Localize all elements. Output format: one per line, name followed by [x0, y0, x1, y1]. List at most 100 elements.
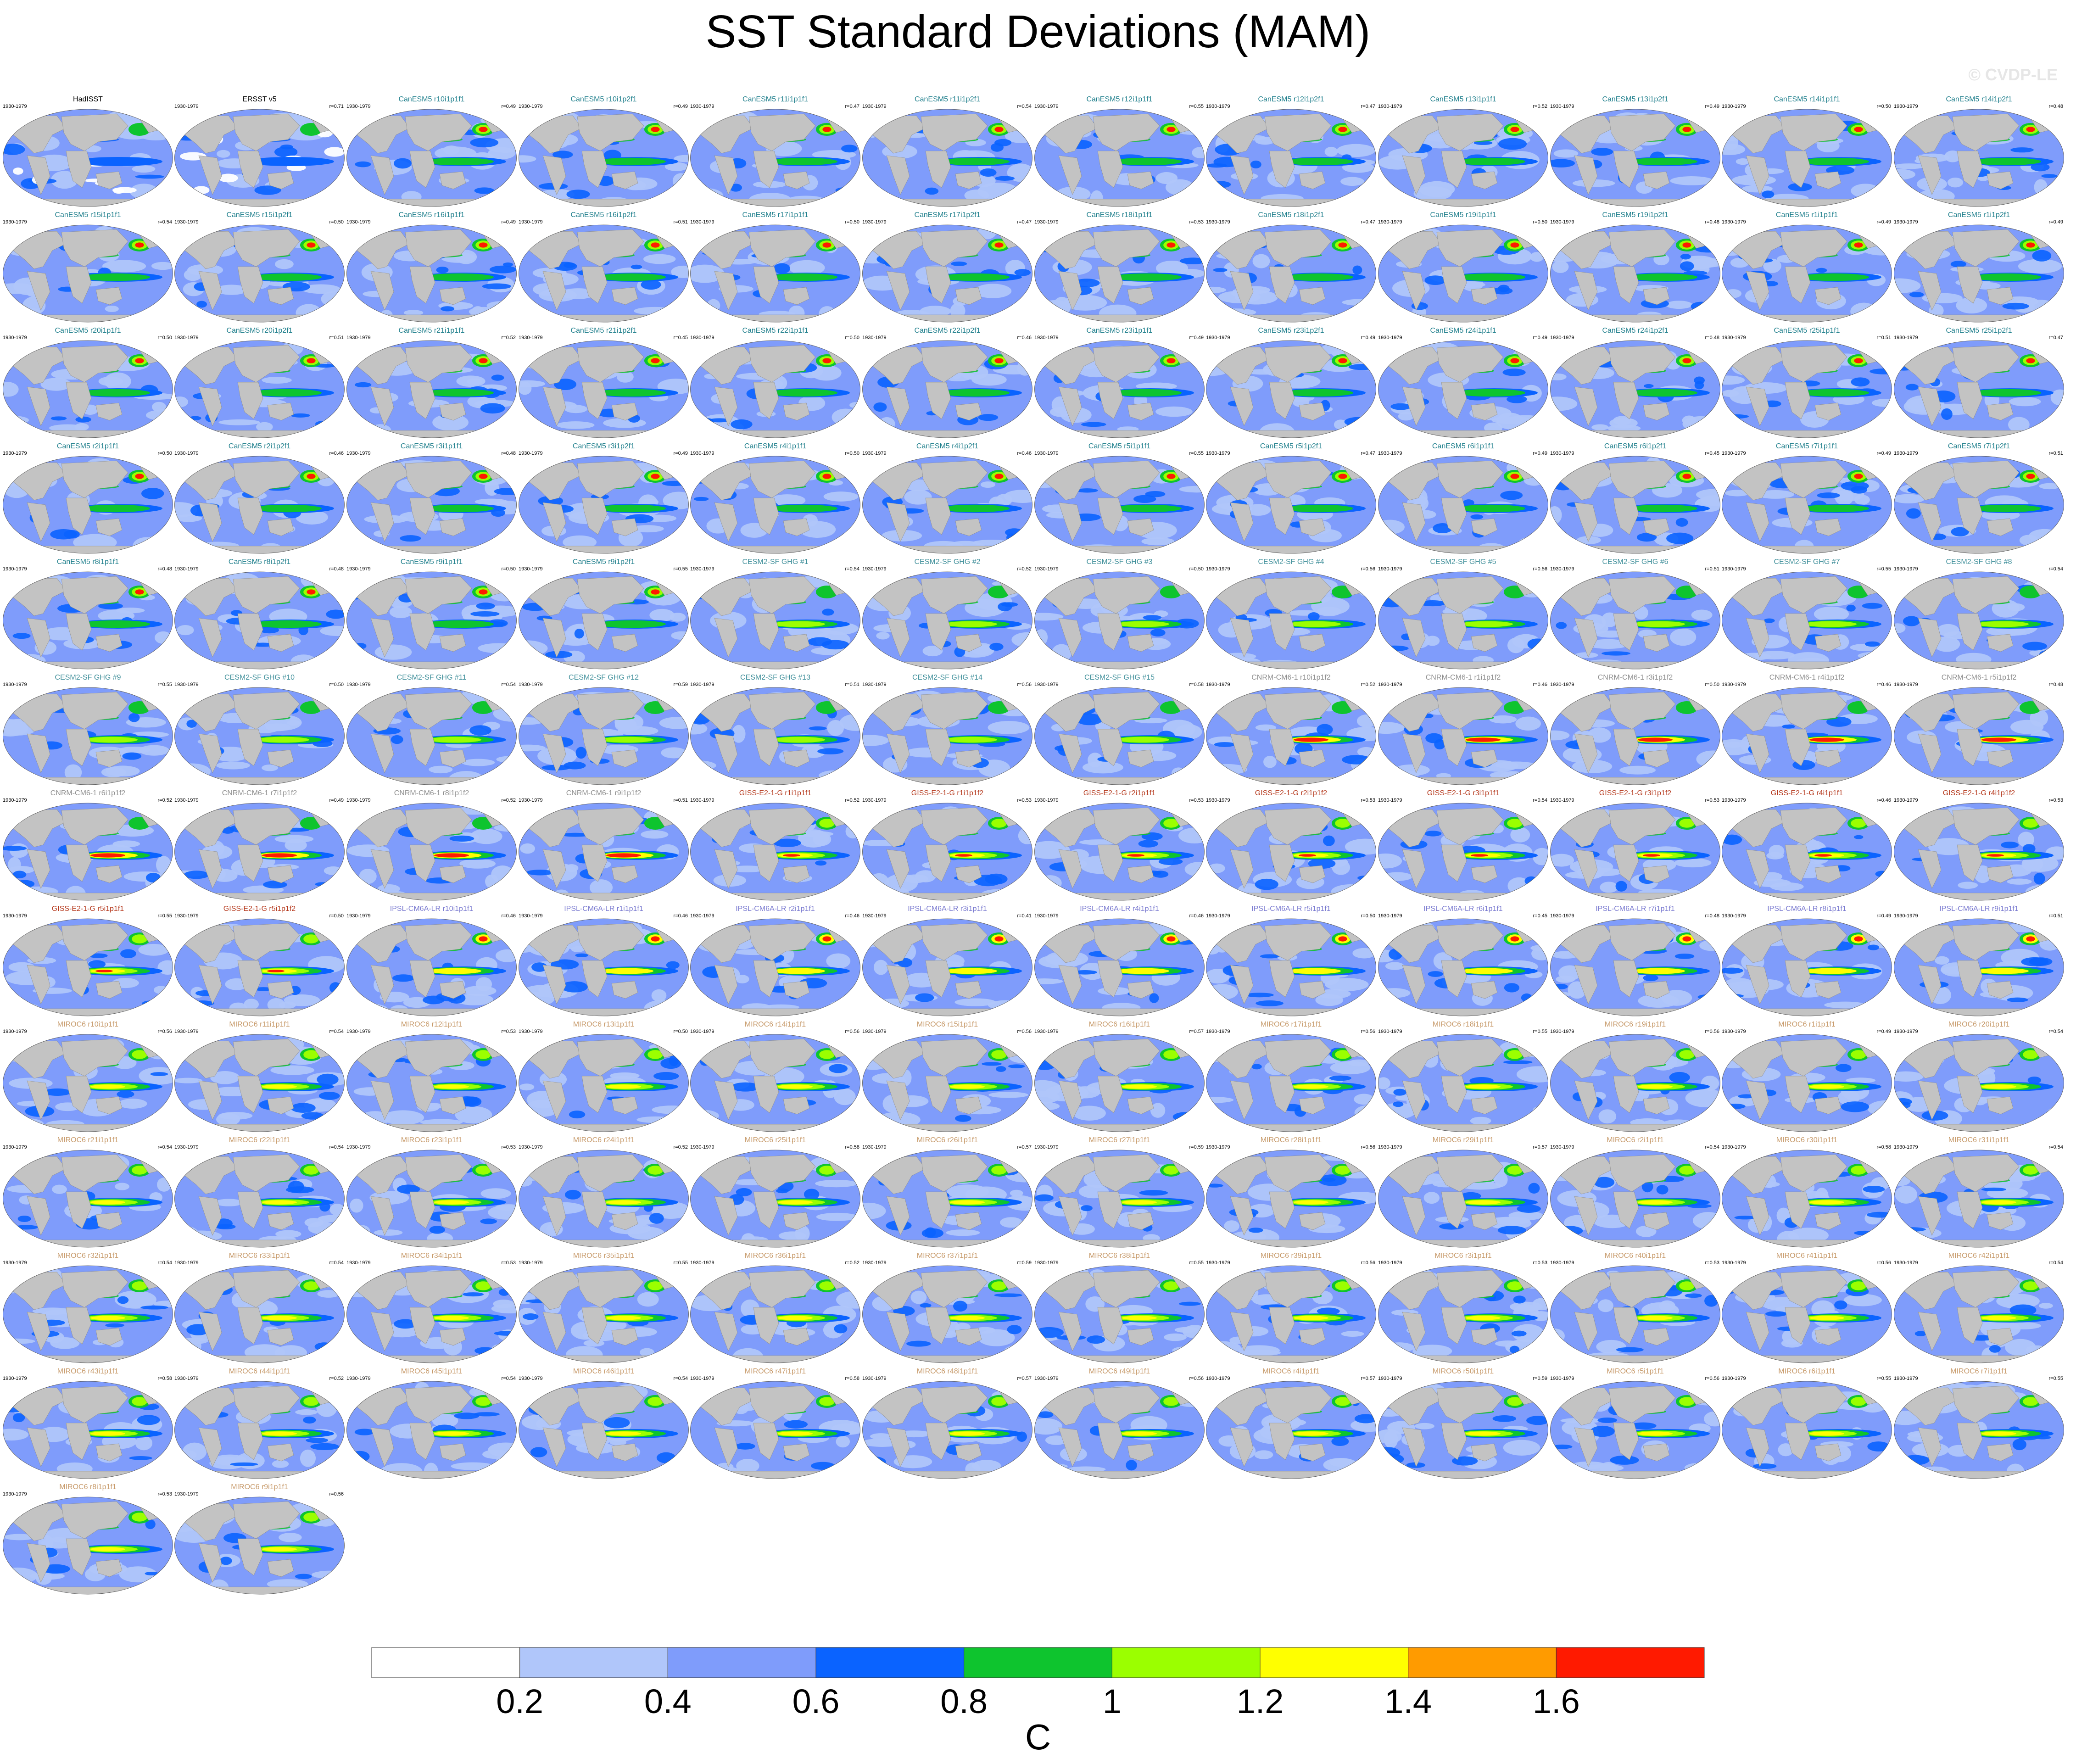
panel-title: CESM2-SF GHG #12: [569, 674, 639, 681]
panel-title: CanESM5 r2i1p1f1: [56, 442, 119, 450]
panel-correlation: r=0.49: [1876, 451, 1892, 456]
sst-map: [1722, 571, 1892, 670]
panel-period: 1930-1979: [690, 798, 714, 803]
map-panel: CESM2-SF GHG #2 1930-1979 r=0.52: [861, 558, 1033, 672]
sst-map: [174, 1381, 345, 1479]
panel-title: MIROC6 r13i1p1f1: [573, 1021, 635, 1028]
map-panel: CanESM5 r19i1p1f1 1930-1979 r=0.50: [1377, 211, 1549, 325]
map-panel: CNRM-CM6-1 r4i1p1f2 1930-1979 r=0.46: [1721, 674, 1893, 787]
sst-map: [862, 456, 1032, 554]
map-panel: CNRM-CM6-1 r5i1p1f2 1930-1979 r=0.48: [1893, 674, 2065, 787]
panel-correlation: r=0.58: [157, 1376, 173, 1381]
sst-map: [3, 340, 173, 438]
map-panel: CanESM5 r19i1p2f1 1930-1979 r=0.48: [1549, 211, 1721, 325]
panel-correlation: r=0.50: [845, 219, 860, 225]
panel-title: MIROC6 r43i1p1f1: [57, 1368, 119, 1375]
panel-period: 1930-1979: [1034, 1376, 1059, 1381]
panel-period: 1930-1979: [1722, 1376, 1746, 1381]
sst-map: [174, 224, 345, 323]
panel-period: 1930-1979: [174, 335, 199, 341]
sst-map: [1722, 803, 1892, 901]
panel-period: 1930-1979: [1034, 1029, 1059, 1034]
panel-title: IPSL-CM6A-LR r6i1p1f1: [1423, 905, 1503, 913]
panel-title: CESM2-SF GHG #5: [1430, 558, 1496, 566]
panel-title: MIROC6 r27i1p1f1: [1088, 1136, 1150, 1144]
panel-period: 1930-1979: [1550, 451, 1574, 456]
credit-watermark: © CVDP-LE: [1968, 65, 2058, 84]
panel-title: CanESM5 r8i1p2f1: [228, 558, 291, 566]
sst-map: [690, 1381, 860, 1479]
map-panel: CanESM5 r20i1p1f1 1930-1979 r=0.50: [2, 327, 174, 441]
sst-map: [519, 1150, 689, 1248]
map-panel: MIROC6 r44i1p1f1 1930-1979 r=0.52: [173, 1368, 346, 1481]
panel-period: 1930-1979: [1206, 798, 1230, 803]
sst-map: [1378, 1381, 1548, 1479]
panel-title: CNRM-CM6-1 r1i1p1f2: [1425, 674, 1501, 681]
panel-title: MIROC6 r33i1p1f1: [229, 1252, 290, 1260]
colorbar-tick-label: 1: [1102, 1682, 1122, 1720]
panel-period: 1930-1979: [690, 1376, 714, 1381]
panel-correlation: r=0.56: [1189, 1376, 1204, 1381]
panel-period: 1930-1979: [1378, 1260, 1402, 1266]
sst-map: [862, 571, 1032, 670]
panel-title: MIROC6 r44i1p1f1: [229, 1368, 290, 1375]
sst-map: [346, 456, 517, 554]
panel-period: 1930-1979: [1722, 1260, 1746, 1266]
panel-period: 1930-1979: [346, 1029, 371, 1034]
map-panel: CanESM5 r2i1p2f1 1930-1979 r=0.46: [173, 442, 346, 556]
panel-title: CESM2-SF GHG #10: [224, 674, 295, 681]
panel-period: 1930-1979: [1378, 566, 1402, 572]
panel-title: CanESM5 r20i1p1f1: [55, 327, 121, 335]
panel-period: 1930-1979: [1722, 798, 1746, 803]
sst-map: [1722, 109, 1892, 207]
panel-correlation: r=0.53: [1017, 798, 1032, 803]
map-panel: CanESM5 r8i1p2f1 1930-1979 r=0.48: [173, 558, 346, 672]
panel-correlation: r=0.54: [329, 1260, 344, 1266]
panel-title: CanESM5 r4i1p2f1: [916, 442, 979, 450]
map-panel: CanESM5 r1i1p1f1 1930-1979 r=0.49: [1721, 211, 1893, 325]
panel-correlation: r=0.50: [1361, 913, 1376, 919]
panel-correlation: r=0.57: [1533, 1144, 1548, 1150]
panel-correlation: r=0.54: [1017, 104, 1032, 109]
map-panel: IPSL-CM6A-LR r2i1p1f1 1930-1979 r=0.46: [689, 905, 861, 1019]
panel-title: MIROC6 r6i1p1f1: [1778, 1368, 1836, 1375]
map-panel: MIROC6 r28i1p1f1 1930-1979 r=0.56: [1205, 1136, 1377, 1250]
map-panel: MIROC6 r24i1p1f1 1930-1979 r=0.52: [518, 1136, 690, 1250]
panel-title: MIROC6 r29i1p1f1: [1432, 1136, 1494, 1144]
panel-title: CanESM5 r10i1p2f1: [570, 95, 637, 103]
sst-map: [1206, 1265, 1376, 1363]
panel-correlation: r=0.51: [673, 219, 688, 225]
panel-title: ERSST v5: [242, 95, 277, 103]
panel-correlation: r=0.46: [329, 451, 344, 456]
colorbar-tick-label: 0.6: [792, 1682, 840, 1720]
panel-correlation: r=0.48: [1705, 219, 1720, 225]
colorbar-box: [371, 1647, 520, 1678]
panel-correlation: r=0.54: [329, 1144, 344, 1150]
map-panel: CanESM5 r5i1p1f1 1930-1979 r=0.55: [1033, 442, 1205, 556]
panel-title: CanESM5 r5i1p1f1: [1088, 442, 1151, 450]
panel-period: 1930-1979: [1550, 566, 1574, 572]
map-panel: CanESM5 r5i1p2f1 1930-1979 r=0.47: [1205, 442, 1377, 556]
sst-map: [862, 687, 1032, 785]
panel-title: CanESM5 r22i1p1f1: [742, 327, 809, 335]
map-panel: CanESM5 r25i1p2f1 1930-1979 r=0.47: [1893, 327, 2065, 441]
sst-map: [519, 456, 689, 554]
sst-map: [1894, 109, 2064, 207]
map-panel: CanESM5 r21i1p2f1 1930-1979 r=0.45: [518, 327, 690, 441]
sst-map: [346, 109, 517, 207]
panel-period: 1930-1979: [174, 682, 199, 687]
sst-map: [1894, 340, 2064, 438]
panel-title: CanESM5 r15i1p2f1: [226, 211, 293, 219]
panel-correlation: r=0.56: [1361, 1260, 1376, 1266]
panel-period: 1930-1979: [174, 798, 199, 803]
colorbar-box: [1408, 1647, 1557, 1678]
panel-correlation: r=0.50: [845, 451, 860, 456]
panel-correlation: r=0.45: [1705, 451, 1720, 456]
sst-map: [174, 571, 345, 670]
panel-period: 1930-1979: [3, 1376, 27, 1381]
panel-title: CanESM5 r8i1p1f1: [56, 558, 119, 566]
panel-title: CanESM5 r11i1p2f1: [915, 95, 980, 103]
map-panel: GISS-E2-1-G r2i1p1f1 1930-1979 r=0.53: [1033, 789, 1205, 903]
panel-period: 1930-1979: [1550, 1376, 1574, 1381]
panel-period: 1930-1979: [1034, 104, 1059, 109]
